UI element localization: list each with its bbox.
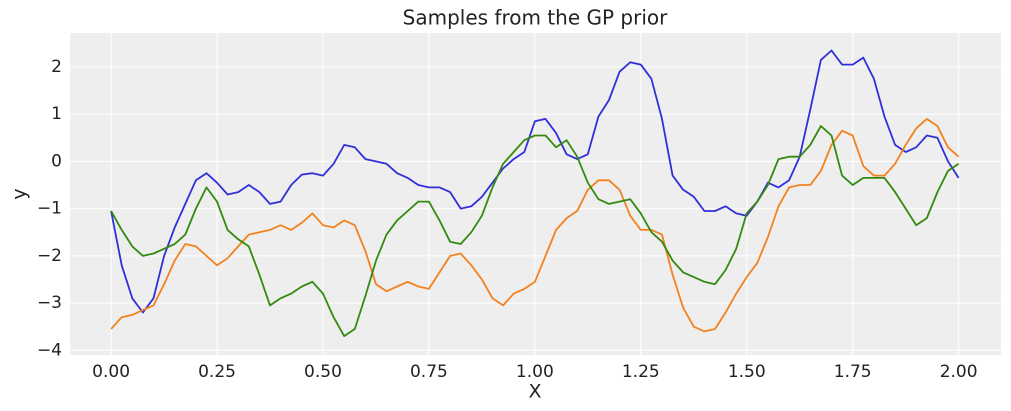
line-series	[110, 49, 960, 314]
y-tick-label: 1	[51, 104, 62, 124]
line-series	[110, 118, 960, 333]
y-tick-label: 0	[51, 151, 62, 171]
x-axis-label: X	[528, 381, 541, 403]
x-tick-label: 0.75	[410, 362, 448, 382]
y-tick-label: −1	[37, 199, 62, 219]
x-tick-label: 2.00	[940, 362, 978, 382]
y-tick-label: −3	[37, 293, 62, 313]
y-tick-label: −4	[37, 340, 62, 360]
y-tick-label: 2	[51, 57, 62, 77]
y-axis-label: y	[9, 188, 31, 199]
x-tick-label: 1.50	[728, 362, 766, 382]
x-tick-label: 0.00	[92, 362, 130, 382]
chart-title: Samples from the GP prior	[403, 6, 668, 30]
x-tick-label: 1.00	[516, 362, 554, 382]
x-tick-label: 0.25	[198, 362, 236, 382]
x-tick-label: 1.75	[834, 362, 872, 382]
x-tick-label: 1.25	[622, 362, 660, 382]
x-tick-label: 0.50	[304, 362, 342, 382]
y-tick-label: −2	[37, 246, 62, 266]
line-series	[110, 125, 960, 337]
plot-area	[70, 33, 1001, 355]
